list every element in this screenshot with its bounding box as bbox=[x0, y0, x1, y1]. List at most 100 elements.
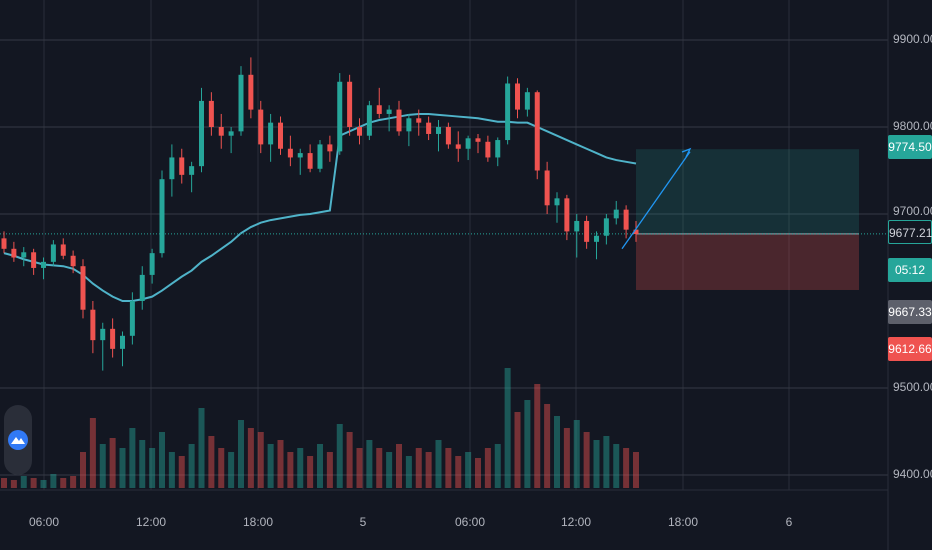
volume-bar bbox=[208, 436, 215, 488]
plot-area bbox=[0, 0, 888, 490]
candle-body bbox=[208, 100, 214, 127]
loss-zone bbox=[636, 233, 859, 290]
candle-body bbox=[149, 253, 155, 275]
volume-bar bbox=[30, 478, 37, 488]
volume-bar bbox=[129, 428, 136, 488]
volume-bar bbox=[583, 432, 590, 488]
volume-bar bbox=[593, 440, 600, 488]
volume-bar bbox=[376, 448, 383, 488]
candle-body bbox=[416, 118, 422, 123]
volume-bar bbox=[475, 458, 481, 488]
volume-bar bbox=[228, 452, 235, 488]
candle-body bbox=[495, 140, 501, 158]
candle-body bbox=[268, 122, 274, 145]
time-tick-label: 12:00 bbox=[135, 515, 167, 529]
candle-body bbox=[327, 144, 333, 152]
candle-body bbox=[139, 274, 145, 301]
volume-bar bbox=[287, 452, 294, 488]
candle-body bbox=[406, 118, 412, 132]
volume-bar bbox=[544, 404, 551, 488]
price-level-label: 9800.00 bbox=[893, 119, 932, 133]
target-price-tag: 9774.50 bbox=[888, 135, 932, 159]
volume-bar bbox=[178, 456, 185, 488]
candle-body bbox=[436, 127, 441, 134]
stop-price-tag: 9612.66 bbox=[888, 337, 932, 361]
volume-bar bbox=[534, 384, 541, 488]
volume-bar bbox=[159, 432, 165, 488]
candle-body bbox=[248, 74, 254, 110]
candle-body bbox=[524, 92, 530, 110]
candle-body bbox=[485, 141, 491, 158]
price-level-label: 9700.00 bbox=[893, 204, 932, 218]
volume-bar bbox=[1, 478, 7, 488]
volume-bar bbox=[80, 452, 86, 488]
candle-body bbox=[258, 109, 264, 145]
volume-bar bbox=[257, 432, 264, 488]
candle-body bbox=[366, 105, 372, 136]
candle-body bbox=[80, 266, 86, 310]
candle-body bbox=[287, 148, 293, 158]
candle-body bbox=[1, 238, 7, 249]
candle-body bbox=[357, 127, 362, 136]
time-tick-label: 18:00 bbox=[242, 515, 274, 529]
volume-bar bbox=[198, 408, 205, 488]
volume-bar bbox=[455, 456, 462, 488]
volume-bar bbox=[168, 452, 175, 488]
volume-bar bbox=[524, 400, 531, 488]
candle-body bbox=[613, 209, 619, 219]
candle-body bbox=[386, 109, 392, 114]
candle-body bbox=[396, 109, 402, 132]
volume-bar bbox=[554, 416, 560, 488]
price-level-label: 9900.00 bbox=[893, 32, 932, 46]
volume-bar bbox=[149, 448, 156, 488]
volume-bar bbox=[277, 440, 284, 488]
volume-bar bbox=[494, 444, 501, 488]
volume-bar bbox=[60, 478, 67, 488]
candle-body bbox=[21, 252, 27, 258]
time-tick-label: 12:00 bbox=[560, 515, 592, 529]
candle-body bbox=[337, 81, 343, 152]
volume-bar bbox=[435, 440, 442, 488]
volume-bar bbox=[20, 476, 27, 488]
volume-bar bbox=[40, 480, 47, 488]
candle-body bbox=[11, 248, 17, 258]
candle-body bbox=[554, 198, 560, 206]
volume-bar bbox=[603, 436, 610, 488]
volume-bar bbox=[633, 452, 639, 488]
volume-bar bbox=[356, 448, 363, 488]
candle-body bbox=[445, 127, 451, 145]
candle-body bbox=[505, 83, 511, 141]
candle-body bbox=[159, 179, 165, 254]
volume-bar bbox=[563, 428, 570, 488]
projection-arrow-line bbox=[621, 151, 691, 250]
candle-body bbox=[594, 235, 599, 242]
volume-bar bbox=[70, 476, 77, 488]
volume-bar bbox=[336, 424, 343, 488]
candle-body bbox=[189, 166, 195, 175]
volume-bar bbox=[613, 444, 620, 488]
candle-body bbox=[603, 218, 609, 236]
candle-body bbox=[179, 157, 185, 175]
volume-bar bbox=[139, 440, 146, 488]
volume-bar bbox=[504, 368, 511, 488]
candle-body bbox=[376, 105, 382, 114]
candle-body bbox=[633, 229, 639, 235]
time-tick-label: 06:00 bbox=[454, 515, 486, 529]
countdown-tag: 05:12 bbox=[888, 258, 932, 282]
tradingview-logo-icon[interactable] bbox=[4, 405, 32, 475]
candle-body bbox=[50, 244, 56, 262]
candle-body bbox=[169, 157, 175, 180]
candle-body bbox=[228, 131, 234, 136]
volume-bar bbox=[573, 420, 580, 488]
volume-bar bbox=[297, 448, 304, 488]
last-price-tag: 9677.21 bbox=[888, 220, 932, 244]
candle-body bbox=[544, 170, 550, 206]
volume-bar bbox=[386, 452, 393, 488]
candle-body bbox=[465, 138, 471, 149]
volume-bar bbox=[238, 420, 244, 488]
price-level-label: 9400.00 bbox=[893, 467, 932, 481]
candle-body bbox=[218, 127, 224, 136]
candle-body bbox=[584, 220, 590, 242]
candle-body bbox=[129, 301, 135, 336]
